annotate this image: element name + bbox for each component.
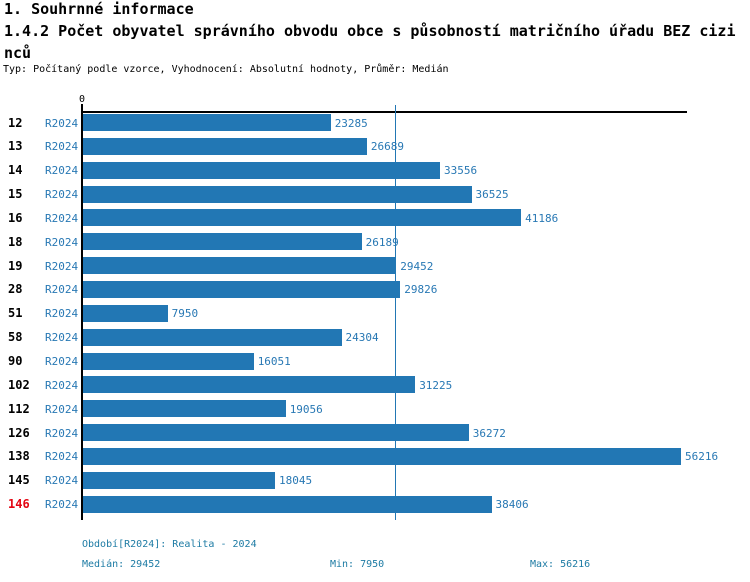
row-series-label: R2024 (45, 402, 79, 416)
row-category-label: 28 (8, 282, 23, 297)
y-axis-line (81, 111, 83, 520)
row-category-label: 12 (8, 115, 23, 130)
row-category-label: 90 (8, 354, 23, 368)
row-category-label: 15 (8, 187, 23, 202)
stat-median: Medián: 29452 (82, 559, 161, 570)
bar (83, 280, 401, 298)
row-category-label: 145 (8, 473, 30, 488)
bar-value-label: 24304 (345, 331, 379, 345)
period-info: Období[R2024]: Realita - 2024 (82, 539, 257, 550)
row-series-label: R2024 (45, 235, 79, 249)
bar (83, 447, 681, 465)
x-axis-origin-tick-label: 0 (78, 94, 86, 105)
bar-value-label: 26689 (370, 140, 405, 154)
row-series-label: R2024 (45, 426, 79, 440)
row-series-label: R2024 (45, 283, 79, 297)
bar-value-label: 41186 (525, 211, 559, 225)
bar-value-label: 36272 (472, 426, 506, 440)
row-category-label: 19 (8, 258, 23, 273)
row-series-label: R2024 (45, 164, 79, 178)
bar (83, 114, 331, 131)
bar (83, 400, 286, 418)
row-series-label: R2024 (45, 116, 79, 130)
bar-value-label: 7950 (171, 307, 199, 321)
bar (83, 185, 472, 203)
stat-min: Min: 7950 (330, 559, 385, 570)
row-series-label: R2024 (45, 331, 79, 345)
bar-value-label: 56216 (685, 450, 719, 464)
page-title: 1. Souhrnné informace (4, 0, 194, 18)
row-series-label: R2024 (45, 188, 79, 202)
bar-value-label: 29826 (404, 283, 438, 297)
row-category-label: 58 (8, 330, 23, 345)
bar (83, 471, 275, 489)
bar (83, 424, 469, 442)
bar-value-label: 36525 (475, 188, 509, 202)
bar-value-label: 23285 (334, 116, 368, 130)
bar-value-label: 18045 (279, 474, 313, 488)
row-series-label: R2024 (45, 355, 79, 368)
row-category-label: 102 (8, 377, 30, 392)
bar-value-label: 33556 (444, 164, 478, 178)
bar (83, 376, 416, 394)
row-series-label: R2024 (45, 450, 79, 464)
row-series-label: R2024 (45, 307, 79, 321)
x-axis-line (81, 111, 687, 113)
bar-value-label: 29452 (400, 259, 434, 273)
bar-value-label: 38406 (495, 498, 529, 512)
bar (83, 257, 397, 275)
bar-value-label: 31225 (419, 378, 453, 392)
row-category-label: 14 (8, 163, 23, 178)
median-reference-line (394, 105, 397, 520)
chart-meta-info: Typ: Počítaný podle vzorce, Vyhodnocení:… (3, 64, 449, 75)
row-series-label: R2024 (45, 498, 79, 512)
bar (83, 328, 342, 346)
bar-value-label: 19056 (289, 402, 323, 416)
row-category-label: 146 (8, 497, 30, 512)
bar (83, 209, 522, 227)
bar-value-label: 16051 (257, 355, 291, 368)
row-category-label: 51 (8, 306, 23, 321)
stat-max: Max: 56216 (530, 559, 591, 570)
row-series-label: R2024 (45, 211, 79, 225)
bar (83, 233, 362, 251)
row-category-label: 126 (8, 425, 30, 440)
bar (83, 161, 440, 179)
bar (83, 137, 367, 155)
row-series-label: R2024 (45, 259, 79, 273)
row-category-label: 138 (8, 449, 30, 464)
row-category-label: 13 (8, 139, 23, 154)
bar (83, 495, 492, 513)
bar-value-label: 26189 (365, 235, 399, 249)
row-series-label: R2024 (45, 378, 79, 392)
row-series-label: R2024 (45, 474, 79, 488)
bar (83, 352, 254, 370)
bar (83, 304, 168, 322)
row-category-label: 18 (8, 234, 23, 249)
row-category-label: 112 (8, 401, 30, 416)
x-axis-origin-tick (81, 104, 83, 112)
chart-title: 1.4.2 Počet obyvatel správního obvodu ob… (4, 22, 736, 62)
row-category-label: 16 (8, 210, 23, 225)
row-series-label: R2024 (45, 140, 79, 154)
